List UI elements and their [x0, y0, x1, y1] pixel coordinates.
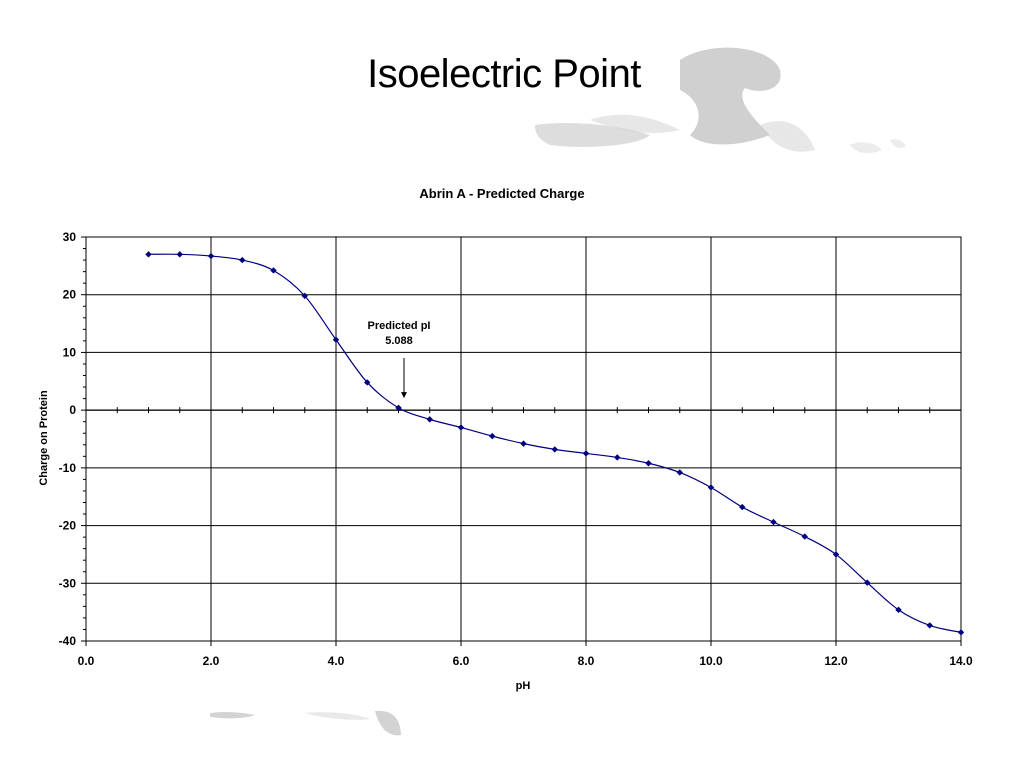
- data-point: [551, 446, 558, 453]
- plot-frame: [85, 236, 962, 642]
- annotation-arrow-head: [401, 392, 407, 399]
- data-point: [926, 622, 933, 629]
- data-point: [207, 252, 215, 260]
- slide-title: Isoelectric Point: [367, 52, 641, 96]
- data-point: [395, 404, 402, 412]
- x-tick-label: 0.0: [78, 654, 95, 668]
- data-point: [801, 533, 808, 540]
- data-point: [332, 336, 340, 343]
- data-point: [832, 551, 840, 558]
- chart-title: Abrin A - Predicted Charge: [419, 186, 584, 201]
- series-line: [148, 253, 962, 633]
- x-tick-label: 10.0: [699, 654, 723, 668]
- data-point: [582, 450, 590, 457]
- data-point: [457, 424, 465, 431]
- swirl-watermark-icon: [535, 47, 906, 154]
- series-charge: [145, 251, 965, 636]
- x-tick-label: 2.0: [203, 654, 220, 668]
- y-tick-label: 10: [63, 345, 77, 359]
- data-point: [895, 606, 902, 614]
- data-point: [676, 469, 683, 476]
- data-point: [645, 460, 652, 467]
- y-tick-label: 0: [69, 403, 76, 417]
- x-tick-label: 14.0: [949, 654, 973, 668]
- y-tick-label: 30: [63, 230, 77, 244]
- y-tick-label: 20: [63, 288, 77, 302]
- data-point: [739, 503, 746, 511]
- x-tick-label: 12.0: [824, 654, 848, 668]
- x-tick-label: 6.0: [453, 654, 470, 668]
- y-tick-label: -40: [59, 634, 77, 648]
- annotation-line2: 5.088: [385, 335, 413, 347]
- x-tick-label: 8.0: [578, 654, 595, 668]
- y-tick-label: -10: [59, 461, 77, 475]
- data-point: [489, 432, 496, 440]
- data-point: [614, 454, 621, 461]
- data-point: [176, 251, 183, 258]
- tick-labels: 0.0 2.0 4.0 6.0 8.0 10.0 12.0 14.0 30 20 10 0 -10 -20…: [59, 230, 973, 668]
- y-axis-label: Charge on Protein: [38, 390, 50, 486]
- annotation-line1: Predicted pI: [368, 320, 431, 332]
- data-point: [426, 416, 433, 423]
- y-tick-label: -20: [59, 519, 77, 533]
- swirl-watermark-bottom-icon: [210, 710, 401, 736]
- data-point: [707, 484, 715, 491]
- y-tick-label: -30: [59, 576, 77, 590]
- data-point: [145, 251, 152, 258]
- x-tick-label: 4.0: [328, 654, 345, 668]
- data-point: [957, 629, 965, 636]
- pi-annotation: Predicted pI 5.088: [368, 320, 431, 399]
- data-point: [270, 267, 277, 274]
- x-axis-label: pH: [516, 680, 531, 692]
- data-point: [239, 256, 246, 264]
- gridlines: [85, 236, 962, 642]
- data-point: [301, 292, 308, 300]
- data-point: [364, 379, 371, 386]
- data-point: [770, 518, 777, 526]
- axes: [81, 236, 962, 646]
- data-point: [520, 440, 527, 447]
- data-point: [864, 579, 871, 586]
